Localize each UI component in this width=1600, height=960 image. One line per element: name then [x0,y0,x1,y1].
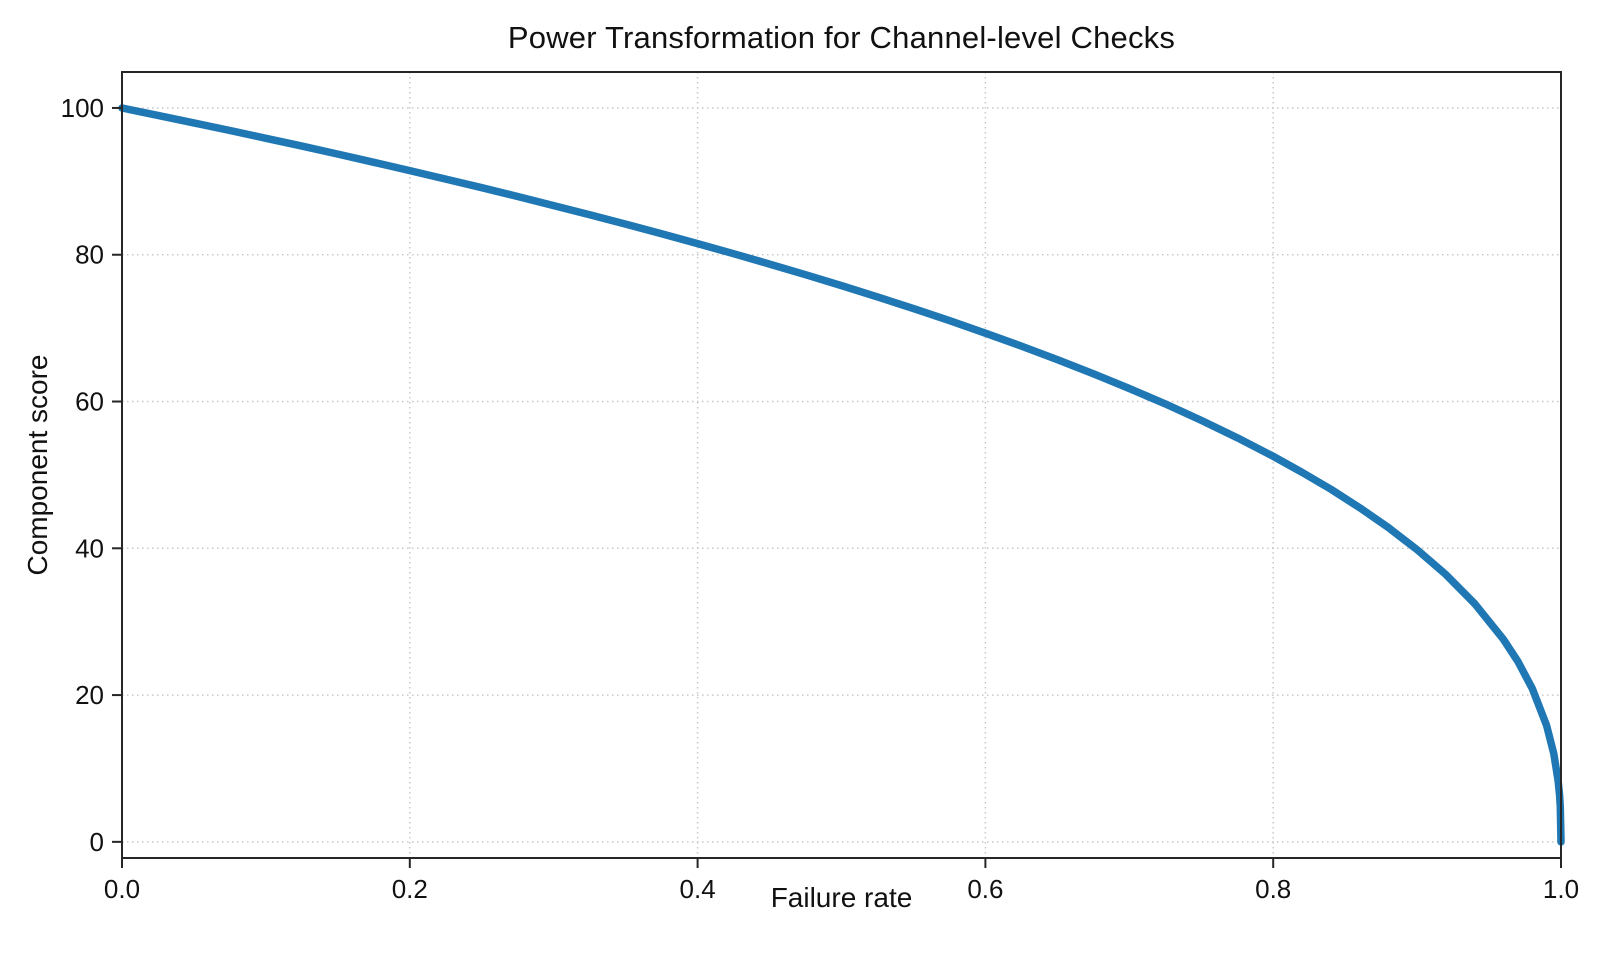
axes-frame [121,71,1562,859]
y-tick-label: 60 [75,387,104,417]
x-axis-label: Failure rate [770,882,913,913]
x-tick-label: 0.2 [392,874,428,904]
x-tick-label: 0.4 [680,874,716,904]
x-tick-label: 0.6 [967,874,1003,904]
y-tick-label: 20 [75,680,104,710]
y-tick-label: 100 [61,93,104,123]
y-tick-label: 0 [90,827,104,857]
y-tick-label: 80 [75,240,104,270]
chart-title: Power Transformation for Channel-level C… [507,20,1176,55]
x-tick-label: 0.8 [1255,874,1291,904]
x-tick-label: 1.0 [1543,874,1579,904]
y-tick-label: 40 [75,533,104,563]
x-tick-label: 0.0 [104,874,140,904]
data-line [118,104,1565,846]
